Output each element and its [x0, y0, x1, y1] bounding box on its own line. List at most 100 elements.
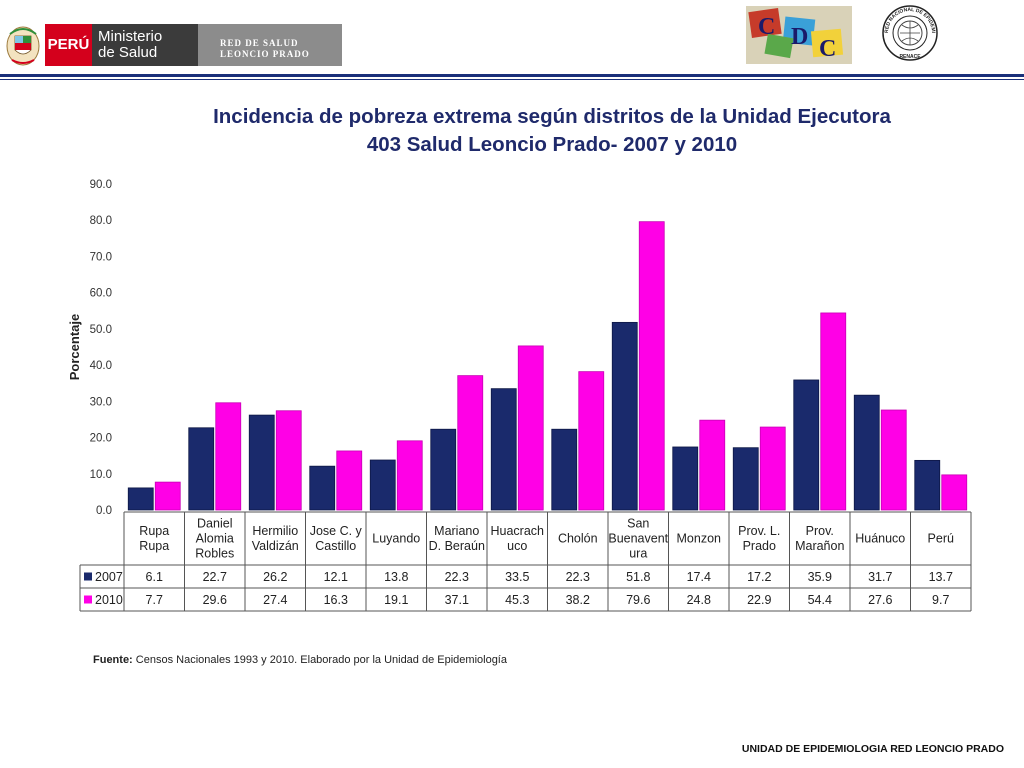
category-label: Rupa	[139, 539, 169, 553]
category-label: Alomia	[196, 532, 234, 546]
y-tick-label: 40.0	[90, 360, 112, 372]
data-value-2007: 17.2	[747, 570, 771, 584]
data-value-2007: 22.3	[445, 570, 469, 584]
category-label: Mariano	[434, 524, 479, 538]
bar-2010	[820, 312, 847, 511]
data-value-2007: 51.8	[626, 570, 650, 584]
bar-2007	[914, 459, 941, 511]
cdc-logo-icon: C D C	[746, 6, 852, 64]
category-label: Perú	[928, 532, 954, 546]
source-text: Censos Nacionales 1993 y 2010. Elaborado…	[132, 654, 507, 666]
category-label: D. Beraún	[429, 539, 485, 553]
bar-2007	[490, 388, 517, 511]
network-line1: RED DE SALUD	[220, 38, 299, 48]
y-tick-label: 50.0	[90, 324, 112, 336]
data-value-2010: 37.1	[445, 593, 469, 607]
bar-2010	[638, 221, 665, 511]
ministry-line2: de Salud	[98, 44, 158, 61]
bar-2010	[517, 345, 544, 511]
bar-2007	[248, 414, 275, 511]
data-value-2010: 24.8	[687, 593, 711, 607]
y-tick-label: 30.0	[90, 396, 112, 408]
bar-2010	[759, 426, 786, 511]
data-value-2010: 29.6	[203, 593, 227, 607]
legend-swatch-2007	[84, 572, 92, 581]
chart-title-line2: 403 Salud Leoncio Prado- 2007 y 2010	[366, 133, 738, 156]
svg-text:C: C	[758, 14, 775, 40]
data-value-2010: 54.4	[808, 593, 832, 607]
data-value-2010: 19.1	[384, 593, 408, 607]
bar-2010	[396, 440, 423, 511]
y-tick-label: 70.0	[90, 251, 112, 263]
bar-2007	[611, 321, 638, 511]
header-divider	[0, 74, 1024, 77]
data-value-2010: 38.2	[566, 593, 590, 607]
bar-2010	[578, 371, 605, 511]
ministry-line1: Ministerio	[98, 28, 163, 45]
category-label: ura	[629, 547, 647, 561]
category-label: Huánuco	[855, 532, 905, 546]
category-label: Prov.	[806, 524, 834, 538]
data-value-2010: 16.3	[324, 593, 348, 607]
svg-text:D: D	[791, 24, 808, 50]
bar-2010	[880, 409, 907, 511]
data-value-2010: 27.6	[868, 593, 892, 607]
y-axis-label: Porcentaje	[67, 314, 82, 380]
category-label: Monzon	[677, 532, 722, 546]
category-label: Robles	[195, 547, 234, 561]
category-label: Prado	[743, 539, 776, 553]
category-label: Daniel	[197, 517, 232, 531]
y-tick-label: 60.0	[90, 288, 112, 300]
data-value-2007: 13.8	[384, 570, 408, 584]
bar-2007	[551, 428, 578, 511]
bar-2007	[793, 379, 820, 511]
y-tick-label: 0.0	[96, 505, 112, 517]
data-value-2007: 22.3	[566, 570, 590, 584]
bar-2007	[369, 459, 396, 511]
peru-label: PERÚ	[47, 36, 90, 53]
chart-title-line1: Incidencia de pobreza extrema según dist…	[213, 105, 891, 128]
legend-label-2007: 2007	[95, 570, 123, 584]
y-axis: 0.0 10.0 20.0 30.0 40.0 50.0 60.0 70.0 80.0 90.0	[90, 179, 112, 517]
data-value-2007: 35.9	[808, 570, 832, 584]
data-value-2010: 27.4	[263, 593, 287, 607]
source-note: Fuente: Censos Nacionales 1993 y 2010. E…	[93, 654, 507, 666]
bar-2010	[275, 410, 302, 511]
bar-2007	[188, 427, 215, 511]
category-label: Cholón	[558, 532, 598, 546]
bar-2007	[127, 487, 154, 511]
data-value-2007: 6.1	[146, 570, 163, 584]
data-value-2007: 31.7	[868, 570, 892, 584]
renace-seal-icon: RED NACIONAL DE EPIDEMIOLOGIA RENACE	[878, 3, 938, 61]
peru-coat-of-arms-icon	[6, 26, 40, 66]
data-value-2007: 12.1	[324, 570, 348, 584]
category-label: Hermilio	[252, 524, 298, 538]
network-line2: LEONCIO PRADO	[220, 49, 310, 59]
y-tick-label: 20.0	[90, 433, 112, 445]
bar-2010	[215, 402, 242, 511]
data-value-2010: 22.9	[747, 593, 771, 607]
bar-2010	[336, 450, 363, 511]
category-label: Prov. L.	[738, 524, 780, 538]
y-tick-label: 10.0	[90, 469, 112, 481]
bar-2010	[154, 481, 181, 511]
bar-2007	[309, 465, 336, 511]
bar-2007	[430, 428, 457, 511]
bar-2007	[853, 394, 880, 511]
bars-group	[127, 221, 968, 511]
data-value-2007: 26.2	[263, 570, 287, 584]
category-label: San	[627, 517, 649, 531]
data-value-2010: 45.3	[505, 593, 529, 607]
legend-label-2010: 2010	[95, 593, 123, 607]
category-label: Valdizán	[252, 539, 299, 553]
category-label: Huacrach	[491, 524, 545, 538]
svg-text:C: C	[819, 36, 836, 62]
legend-swatch-2010	[84, 595, 92, 604]
data-value-2007: 33.5	[505, 570, 529, 584]
peru-brand-box: PERÚ	[45, 24, 92, 66]
header-divider-thin	[0, 79, 1024, 80]
data-value-2007: 17.4	[687, 570, 711, 584]
bar-2010	[457, 375, 484, 511]
data-value-2007: 22.7	[203, 570, 227, 584]
